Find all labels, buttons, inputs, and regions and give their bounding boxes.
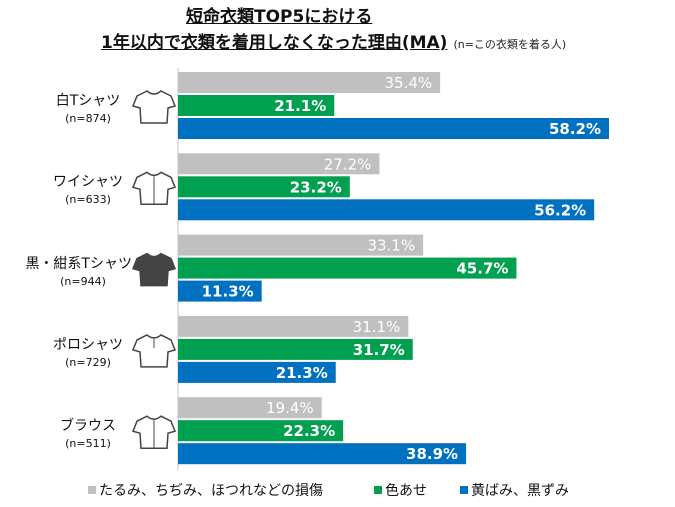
dark-t-shirt-icon [131, 252, 177, 287]
category-name: 白Tシャツ [55, 93, 121, 109]
data-label: 21.1% [274, 97, 326, 115]
bar [178, 280, 262, 302]
bar [178, 420, 344, 442]
legend-swatch [460, 486, 468, 494]
polo-shirt-icon [131, 334, 177, 368]
data-label: 33.1% [367, 237, 415, 255]
data-label: 22.3% [283, 422, 335, 440]
t-shirt-icon [131, 90, 177, 124]
bar [178, 176, 350, 198]
bar [178, 443, 467, 465]
data-label: 58.2% [549, 120, 601, 138]
blouse-icon [131, 415, 177, 449]
sample-size: (n=729) [65, 355, 111, 369]
category-label: ワイシャツ (n=633) [38, 173, 138, 209]
data-label: 35.4% [384, 74, 432, 92]
data-label: 31.7% [353, 341, 405, 359]
data-label: 11.3% [202, 283, 254, 301]
bar [178, 153, 380, 175]
legend-label: たるみ、ちぢみ、ほつれなどの損傷 [99, 483, 323, 499]
chart-title-line1: 短命衣類TOP5における [186, 7, 373, 27]
data-label: 23.2% [290, 178, 342, 196]
data-label: 45.7% [456, 260, 508, 278]
bar [178, 361, 336, 383]
data-label: 38.9% [406, 445, 458, 463]
sample-size: (n=944) [60, 274, 106, 288]
category-label: ポロシャツ (n=729) [38, 336, 138, 372]
category-name: ブラウス [60, 418, 116, 435]
sample-size: (n=633) [65, 193, 111, 207]
category-name: ワイシャツ [53, 174, 123, 191]
bar [178, 234, 424, 256]
category-label: 黒・紺系Tシャツ (n=944) [4, 255, 132, 291]
legend-swatch [88, 486, 96, 494]
sample-size: (n=874) [65, 112, 111, 125]
chart-subtitle: (n=この衣類を着る人) [453, 38, 567, 51]
sample-size: (n=511) [65, 437, 111, 451]
legend-swatch [374, 486, 382, 494]
legend-label: 色あせ [385, 483, 427, 499]
bar [178, 338, 413, 360]
legend-label: 黄ばみ、黒ずみ [471, 483, 569, 499]
category-label: 白Tシャツ (n=874) [38, 92, 138, 128]
bar [178, 397, 322, 419]
bar [178, 72, 441, 93]
bar [178, 199, 595, 221]
data-label: 56.2% [534, 201, 586, 219]
bar [178, 95, 335, 116]
legend-item: たるみ、ちぢみ、ほつれなどの損傷 [88, 482, 323, 500]
data-label: 21.3% [276, 364, 328, 382]
legend-item: 色あせ [374, 482, 427, 500]
bar [178, 315, 409, 337]
dress-shirt-icon [131, 171, 177, 206]
bar [178, 118, 609, 139]
category-name: ポロシャツ [53, 336, 123, 353]
chart-title-line2: 1年以内で衣類を着用しなくなった理由(MA) (n=この衣類を着る人) [101, 32, 566, 56]
category-name: 黒・紺系Tシャツ [25, 255, 132, 272]
category-label: ブラウス (n=511) [38, 417, 138, 453]
data-label: 19.4% [266, 399, 314, 417]
data-label: 31.1% [353, 318, 401, 336]
title-text: 1年以内で衣類を着用しなくなった理由(MA) [101, 33, 448, 53]
bar [178, 257, 517, 279]
legend-item: 黄ばみ、黒ずみ [460, 482, 569, 500]
data-label: 27.2% [324, 155, 372, 173]
